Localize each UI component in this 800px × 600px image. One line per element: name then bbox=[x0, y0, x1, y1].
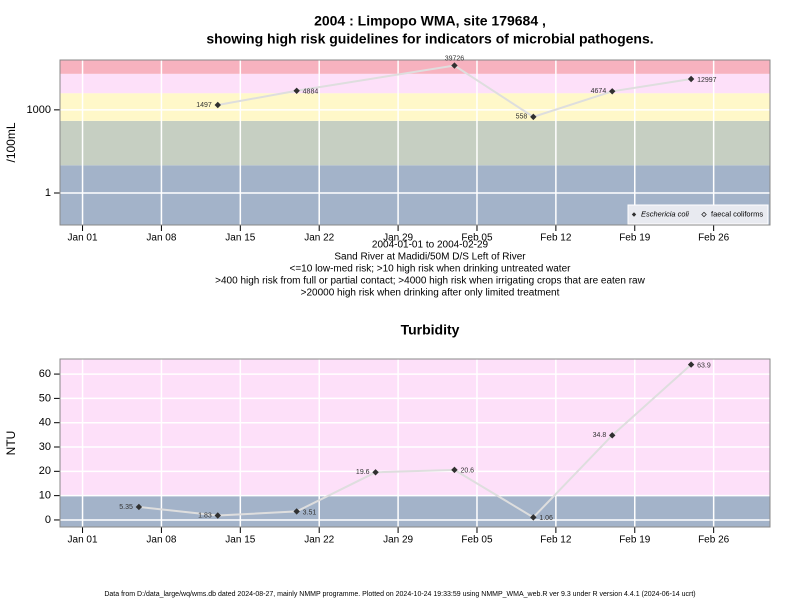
x-tick-label: Jan 22 bbox=[304, 535, 334, 546]
y-tick-label: 10 bbox=[39, 490, 51, 502]
series-line bbox=[217, 64, 692, 118]
risk-band bbox=[60, 60, 770, 74]
x-tick-label: Jan 08 bbox=[146, 233, 176, 244]
risk-band bbox=[60, 73, 770, 94]
risk-band bbox=[60, 359, 770, 496]
data-point bbox=[372, 469, 379, 476]
chart-title: Turbidity bbox=[401, 322, 460, 338]
value-label: 1.06 bbox=[539, 515, 553, 522]
value-label: 19.6 bbox=[356, 469, 370, 476]
data-point bbox=[214, 512, 221, 519]
risk-band bbox=[60, 495, 770, 527]
x-tick-label: Feb 12 bbox=[540, 535, 572, 546]
y-axis-label: NTU bbox=[4, 431, 18, 456]
x-tick-label: Jan 01 bbox=[68, 233, 98, 244]
plot-frame bbox=[59, 358, 771, 528]
value-label: 558 bbox=[516, 114, 528, 121]
legend: Eschericia coli faecal coliforms bbox=[627, 204, 769, 225]
y-tick-label: 40 bbox=[39, 417, 51, 429]
plot-frame bbox=[59, 59, 771, 226]
y-tick-label: 60 bbox=[39, 368, 51, 380]
data-point bbox=[530, 514, 537, 521]
y-tick-label: 0 bbox=[45, 514, 51, 526]
x-tick-label: Jan 08 bbox=[146, 535, 176, 546]
x-tick-label: Jan 22 bbox=[304, 233, 334, 244]
x-tick-label: Feb 26 bbox=[698, 233, 730, 244]
value-label: 1497 bbox=[196, 102, 212, 109]
note: >400 high risk from full or partial cont… bbox=[215, 276, 645, 287]
data-point bbox=[609, 88, 616, 95]
x-tick-label: Jan 29 bbox=[383, 535, 413, 546]
legend-marker bbox=[701, 211, 707, 218]
data-point bbox=[135, 503, 143, 511]
value-label: 3.51 bbox=[303, 509, 317, 516]
x-tick-label: Jan 15 bbox=[225, 535, 255, 546]
note: 2004-01-01 to 2004-02-29 bbox=[372, 240, 489, 251]
value-label: 20.6 bbox=[460, 468, 474, 475]
value-label: 5.35 bbox=[119, 504, 133, 511]
risk-band bbox=[60, 93, 770, 121]
note: Sand River at Madidi/50M D/S Left of Riv… bbox=[334, 252, 526, 263]
chart-title: showing high risk guidelines for indicat… bbox=[206, 31, 653, 47]
x-tick-label: Feb 12 bbox=[540, 233, 572, 244]
data-point bbox=[451, 62, 458, 69]
value-label: 1.83 bbox=[198, 512, 212, 519]
data-point bbox=[609, 432, 616, 439]
x-tick-label: Jan 01 bbox=[68, 535, 98, 546]
x-tick-label: Feb 26 bbox=[698, 535, 730, 546]
value-label: 34.8 bbox=[593, 432, 607, 439]
data-point bbox=[687, 75, 695, 83]
data-point bbox=[293, 87, 300, 94]
x-tick-label: Jan 29 bbox=[383, 233, 413, 244]
x-tick-label: Feb 19 bbox=[619, 535, 651, 546]
footer: Data from D:/data_large/wq/wms.db dated … bbox=[104, 591, 695, 598]
value-label: 12997 bbox=[697, 77, 717, 84]
legend-label: faecal coliforms bbox=[711, 209, 763, 218]
value-label: 63.9 bbox=[697, 362, 711, 369]
x-tick-label: Jan 15 bbox=[225, 233, 255, 244]
risk-band bbox=[60, 120, 770, 166]
x-tick-label: Feb 05 bbox=[461, 233, 493, 244]
data-point bbox=[530, 113, 537, 121]
y-tick-label: 1000 bbox=[27, 104, 51, 116]
series-line bbox=[138, 363, 692, 519]
note: >20000 high risk when drinking after onl… bbox=[301, 288, 560, 299]
value-label: 39726 bbox=[445, 55, 465, 62]
y-tick-label: 30 bbox=[39, 441, 51, 453]
data-point bbox=[687, 361, 695, 368]
legend-box bbox=[627, 204, 769, 225]
chart-title: 2004 : Limpopo WMA, site 179684 , bbox=[314, 13, 546, 29]
legend-label: Eschericia coli bbox=[641, 209, 689, 218]
legend-marker bbox=[631, 212, 637, 217]
y-tick-label: 20 bbox=[39, 465, 51, 477]
x-tick-label: Feb 19 bbox=[619, 233, 651, 244]
y-tick-label: 1 bbox=[45, 187, 51, 199]
x-tick-label: Feb 05 bbox=[461, 535, 493, 546]
value-label: 4674 bbox=[591, 88, 607, 95]
y-axis-label: /100mL bbox=[4, 122, 18, 162]
data-point bbox=[451, 466, 458, 474]
value-label: 4884 bbox=[303, 89, 319, 96]
note: <=10 low-med risk; >10 high risk when dr… bbox=[290, 264, 572, 275]
data-point bbox=[293, 508, 300, 515]
y-tick-label: 50 bbox=[39, 392, 51, 404]
data-point bbox=[214, 101, 221, 109]
